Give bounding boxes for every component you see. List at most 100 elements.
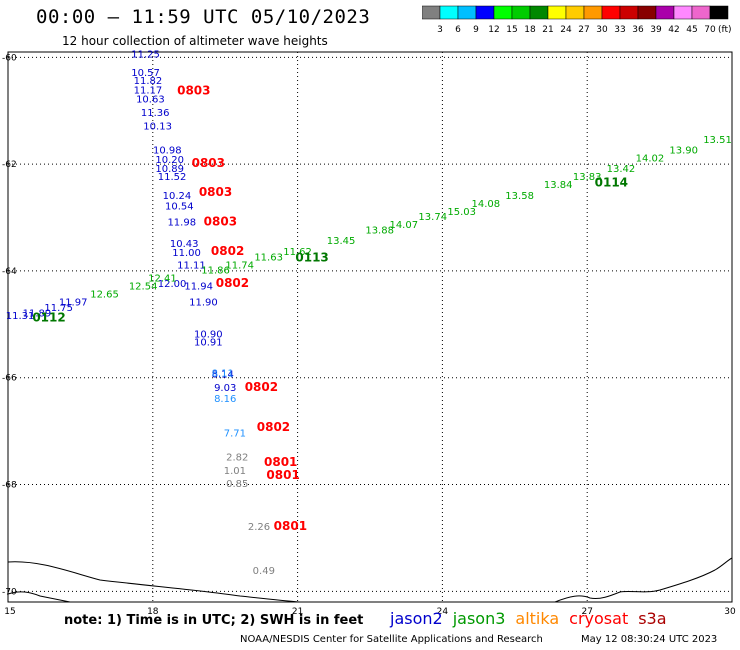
swh-value: 13.74: [418, 212, 447, 223]
lat-tick-label: -70: [2, 587, 17, 597]
swh-value: 11.17: [134, 86, 163, 97]
lat-tick-label: -64: [2, 267, 17, 277]
colorbar-label: 42: [668, 25, 679, 35]
colorbar-label: 15: [506, 25, 517, 35]
swh-value: 0.49: [253, 566, 275, 577]
coastline: [7, 591, 71, 603]
swh-value: 10.43: [170, 239, 199, 250]
swh-value: 11.63: [254, 252, 283, 263]
colorbar-label: 27: [578, 25, 589, 35]
colorbar-unit: (ft): [718, 25, 732, 35]
swh-value: 11.75: [44, 303, 73, 314]
swh-value: 2.82: [226, 452, 248, 463]
colorbar-label: 45: [686, 25, 697, 35]
swh-value: 13.83: [573, 172, 602, 183]
wave-height-colorbar: 3 6 9 12 15 18 21 24 27 30 33 36 39 42 45 70 (ft): [422, 5, 732, 35]
pass-time-label: 0803: [177, 84, 210, 98]
legend-item: cryosat: [569, 609, 629, 628]
pass-time-label: 0112: [32, 311, 65, 325]
pass-time-label: 0802: [216, 276, 249, 290]
swh-value: 11.89: [23, 308, 52, 319]
swh-value: 10.90: [194, 330, 223, 341]
pass-time-label: 0803: [199, 185, 232, 199]
swh-value: 13.51: [703, 135, 732, 146]
pass-time-label: 0114: [595, 176, 628, 190]
legend-item: s3a: [638, 609, 667, 628]
swh-value: 11.36: [141, 108, 170, 119]
colorbar-label: 3: [437, 25, 443, 35]
swh-value: 12.54: [129, 282, 158, 293]
swh-value: 9.03: [214, 383, 236, 394]
footer-note: note: 1) Time is in UTC; 2) SWH is in fe…: [64, 613, 364, 628]
swh-value: 14.07: [389, 220, 418, 231]
pass-time-label: 0801: [264, 455, 297, 469]
lat-tick-label: -66: [2, 374, 17, 384]
swh-value: 8.11: [212, 369, 234, 380]
colorbar-label: 39: [650, 25, 662, 35]
swh-value: 8.14: [212, 370, 234, 381]
lat-tick-label: -68: [2, 481, 17, 491]
swh-value: 10.98: [153, 145, 182, 156]
swh-value: 11.62: [283, 247, 312, 258]
pass-time-label: 0801: [274, 519, 307, 533]
swh-value: 10.63: [136, 95, 165, 106]
swh-value: 14.02: [636, 153, 665, 164]
pass-time-label: 0801: [266, 468, 299, 482]
swh-value: 11.97: [59, 298, 88, 309]
swh-value: 12.65: [90, 290, 119, 301]
map-frame: [7, 51, 733, 603]
swh-value: 10.91: [194, 338, 223, 349]
swh-value: 0.85: [226, 479, 248, 490]
swh-value: 13.42: [607, 164, 636, 175]
colorbar-swatch: [709, 5, 729, 20]
coastline: [554, 557, 733, 603]
swh-value: 11.11: [177, 260, 206, 271]
swh-value: 11.94: [184, 282, 213, 293]
swh-value: 15.03: [447, 207, 476, 218]
swh-value: 13.58: [505, 191, 534, 202]
swh-value: 11.25: [131, 49, 160, 60]
satellite-legend: jason2 jason3 altika cryosat s3a: [390, 609, 677, 628]
swh-value: 13.90: [669, 145, 698, 156]
swh-value: 11.82: [134, 76, 163, 87]
footer-credit: NOAA/NESDIS Center for Satellite Applica…: [240, 634, 543, 645]
swh-value: 10.13: [143, 121, 172, 132]
colorbar-label: 6: [455, 25, 461, 35]
pass-time-label: 0802: [257, 420, 290, 434]
lon-tick-label: 21: [292, 607, 303, 617]
swh-value: 11.52: [158, 172, 187, 183]
coastline: [7, 561, 301, 603]
page-subtitle: 12 hour collection of altimeter wave hei…: [62, 34, 328, 48]
swh-value: 10.20: [155, 155, 184, 166]
swh-value: 11.00: [172, 248, 201, 259]
lon-tick-label: 24: [437, 607, 449, 617]
swh-value: 1.01: [224, 466, 246, 477]
swh-value: 11.86: [201, 266, 230, 277]
colorbar-label: 30: [596, 25, 608, 35]
lat-tick-label: -60: [2, 53, 17, 63]
swh-value: 10.57: [131, 68, 160, 79]
swh-value: 11.31: [6, 311, 35, 322]
swh-value: 11.98: [167, 218, 196, 229]
lon-tick-label: 27: [581, 607, 592, 617]
swh-value: 7.71: [224, 428, 246, 439]
footer-timestamp: May 12 08:30:24 UTC 2023: [581, 634, 718, 645]
pass-time-label: 0803: [204, 215, 237, 229]
lat-tick-label: -62: [2, 160, 17, 170]
swh-value: 12.41: [148, 274, 177, 285]
swh-value: 8.16: [214, 394, 236, 405]
pass-time-label: 0803: [192, 156, 225, 170]
colorbar-label: 9: [473, 25, 479, 35]
pass-time-label: 0802: [245, 380, 278, 394]
colorbar-label: 33: [614, 25, 625, 35]
colorbar-label: 21: [542, 25, 553, 35]
colorbar-label: 12: [488, 25, 499, 35]
lon-tick-label: 15: [4, 607, 15, 617]
swh-value: 10.24: [163, 191, 192, 202]
legend-item: jason2: [390, 609, 443, 628]
legend-item: jason3: [452, 609, 506, 628]
lon-tick-label: 18: [147, 607, 159, 617]
swh-value: 13.45: [327, 236, 356, 247]
swh-value: 11.90: [189, 298, 218, 309]
